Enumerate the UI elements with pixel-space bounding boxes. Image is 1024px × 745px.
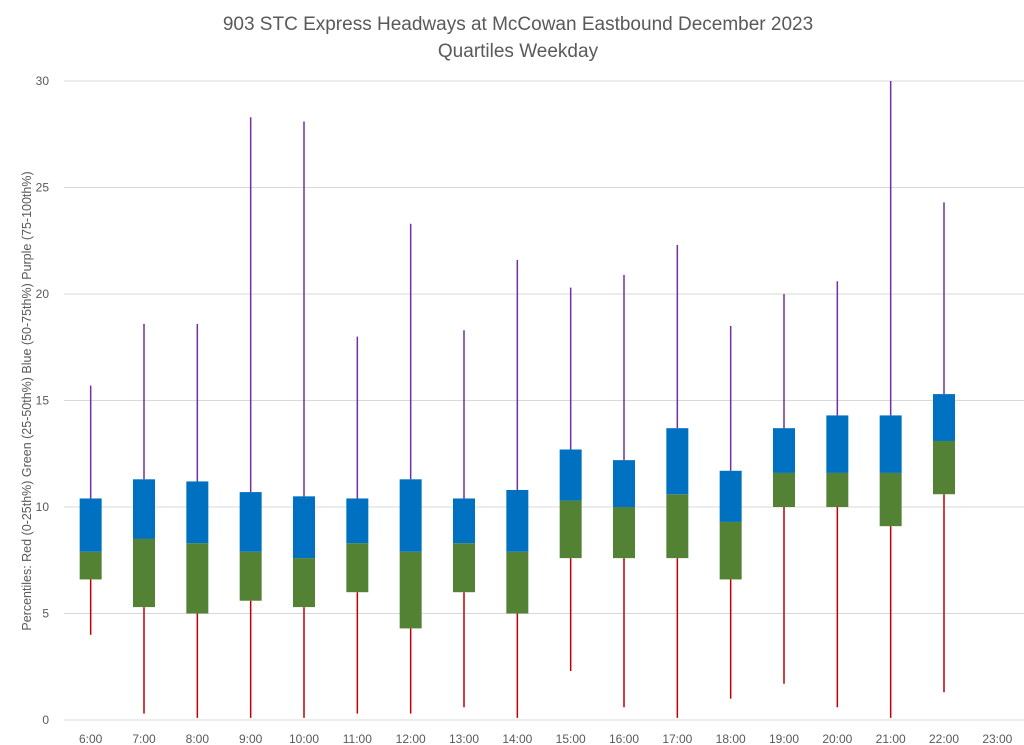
x-tick-label: 17:00 <box>662 732 692 745</box>
box-group <box>826 281 849 708</box>
box-group <box>239 117 262 718</box>
box-series <box>79 81 955 718</box>
lower-box <box>719 521 742 580</box>
upper-box <box>773 428 795 473</box>
x-tick-label: 21:00 <box>876 732 906 745</box>
lower-box <box>453 543 475 593</box>
box-group <box>559 287 582 672</box>
y-tick-label: 15 <box>36 394 50 408</box>
lower-box <box>239 551 262 601</box>
box-group <box>613 274 635 708</box>
chart-title: 903 STC Express Headways at McCowan East… <box>223 14 813 35</box>
x-tick-label: 14:00 <box>502 732 532 745</box>
box-group <box>933 202 955 693</box>
upper-box <box>613 460 635 507</box>
upper-box <box>506 489 529 552</box>
box-group <box>453 330 475 708</box>
box-group <box>346 336 369 714</box>
box-group <box>79 385 102 635</box>
x-tick-label: 23:00 <box>982 732 1012 745</box>
upper-box <box>666 428 689 495</box>
lower-box <box>826 472 849 507</box>
x-tick-label: 20:00 <box>822 732 852 745</box>
chart-subtitle: Quartiles Weekday <box>438 41 599 62</box>
box-group <box>399 223 422 714</box>
x-tick-label: 10:00 <box>289 732 319 745</box>
upper-box <box>559 449 582 501</box>
box-group <box>773 294 795 684</box>
box-group <box>879 81 902 718</box>
upper-box <box>293 496 315 559</box>
upper-box <box>239 492 262 552</box>
upper-box <box>826 415 849 473</box>
y-axis-label: Percentiles: Red (0-25th%) Green (25-50t… <box>20 171 34 630</box>
y-tick-label: 5 <box>42 607 49 621</box>
lower-box <box>133 538 155 608</box>
box-group <box>666 245 689 718</box>
x-tick-label: 8:00 <box>186 732 210 745</box>
x-tick-label: 13:00 <box>449 732 479 745</box>
lower-box <box>346 543 369 593</box>
lower-box <box>879 472 902 527</box>
x-tick-label: 11:00 <box>343 732 372 745</box>
y-tick-labels: 0 5 10 15 20 25 30 <box>36 74 50 727</box>
x-tick-label: 16:00 <box>609 732 639 745</box>
upper-box <box>79 498 102 552</box>
upper-box <box>453 498 475 544</box>
y-tick-label: 25 <box>36 181 50 195</box>
upper-box <box>719 470 742 522</box>
box-group <box>186 323 209 718</box>
lower-box <box>79 551 102 580</box>
x-tick-label: 9:00 <box>239 732 263 745</box>
x-tick-label: 15:00 <box>556 732 586 745</box>
y-tick-label: 0 <box>42 713 49 727</box>
lower-box <box>613 507 635 559</box>
lower-box <box>666 494 689 559</box>
lower-box <box>293 558 315 608</box>
upper-box <box>133 479 155 539</box>
y-tick-label: 10 <box>36 500 50 514</box>
lower-box <box>399 551 422 629</box>
box-group <box>719 325 742 699</box>
lower-box <box>506 551 529 614</box>
upper-box <box>879 415 902 473</box>
lower-box <box>773 472 795 507</box>
lower-box <box>186 543 209 614</box>
y-tick-label: 20 <box>36 287 50 301</box>
x-tick-label: 22:00 <box>929 732 959 745</box>
upper-box <box>933 394 955 441</box>
box-group <box>293 121 315 718</box>
x-tick-labels: 6:00 7:00 8:00 9:00 10:00 11:00 12:00 13:00 14:0… <box>79 732 1013 745</box>
x-tick-label: 19:00 <box>769 732 799 745</box>
lower-box <box>933 440 955 495</box>
box-group <box>506 259 529 718</box>
upper-box <box>186 481 209 544</box>
upper-box <box>399 479 422 552</box>
y-tick-label: 30 <box>36 74 50 88</box>
x-tick-label: 6:00 <box>79 732 103 745</box>
gridlines <box>64 80 1024 721</box>
x-tick-label: 18:00 <box>716 732 746 745</box>
lower-box <box>559 500 582 559</box>
box-group <box>133 323 155 714</box>
upper-box <box>346 498 369 544</box>
chart-title-group: 903 STC Express Headways at McCowan East… <box>223 14 813 62</box>
x-tick-label: 12:00 <box>396 732 426 745</box>
x-tick-label: 7:00 <box>132 732 156 745</box>
